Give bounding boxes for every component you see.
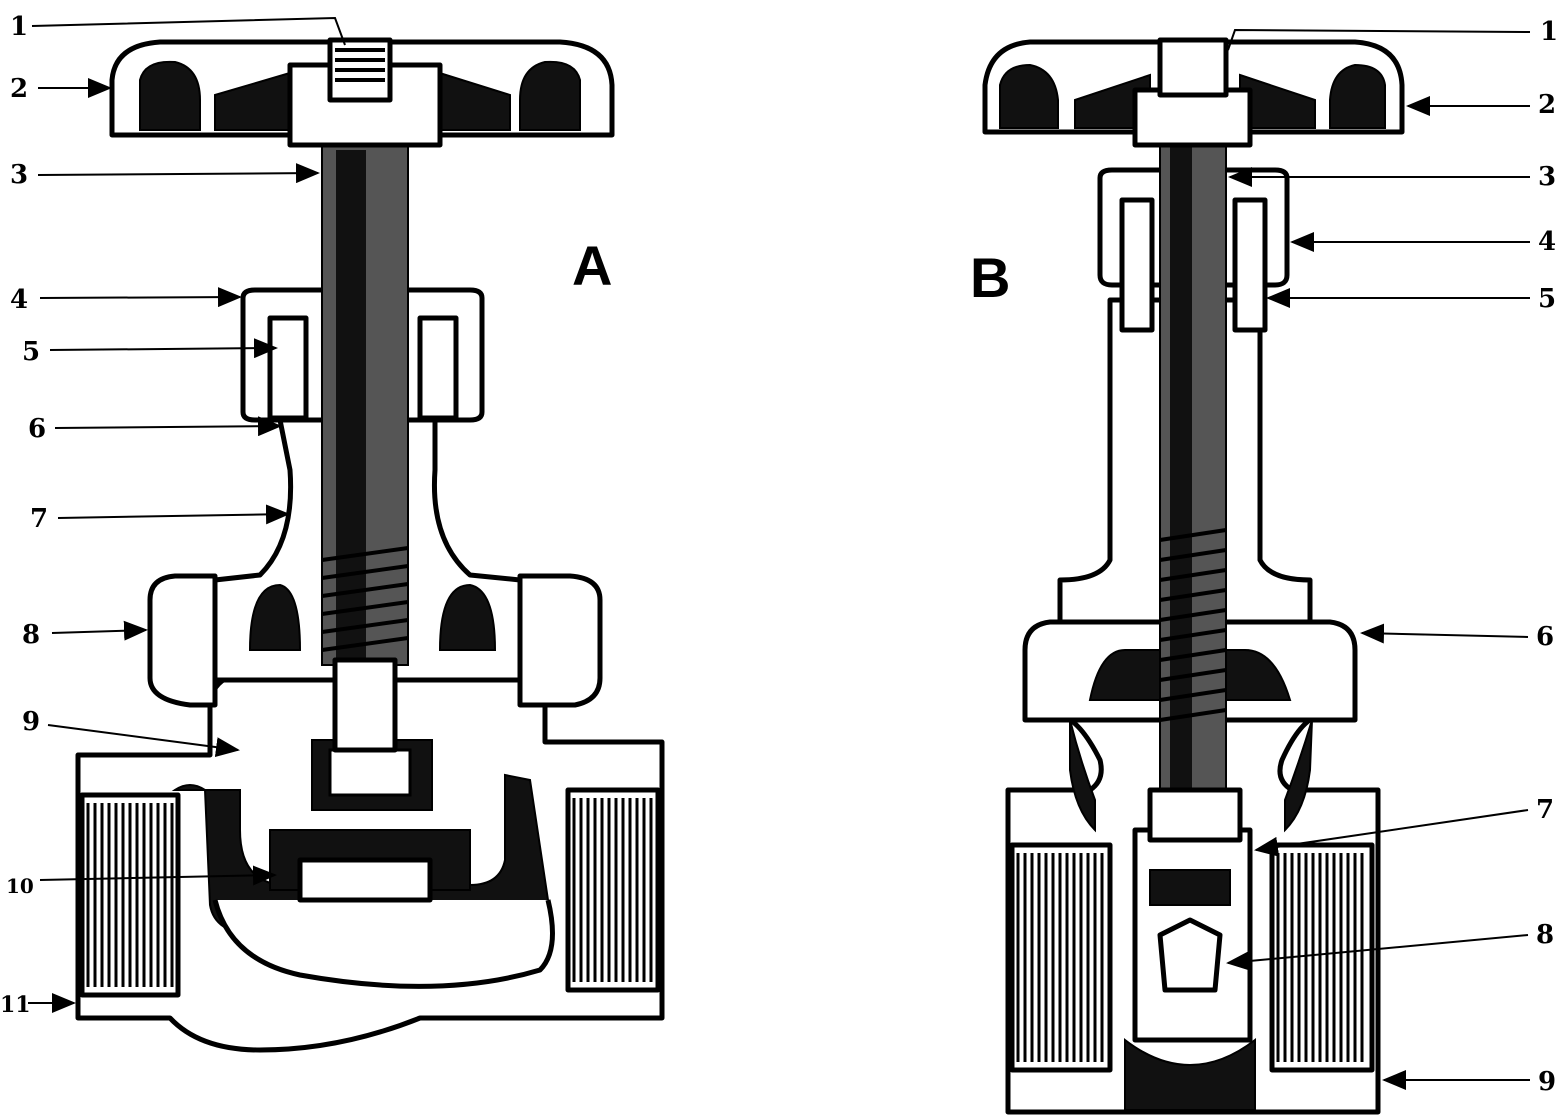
valve-b-callouts: 1 2 3 4 5 6 7 8 9	[1226, 17, 1558, 1097]
callout-a-11: 11	[0, 992, 31, 1018]
valve-a-handwheel	[109, 37, 615, 148]
callout-a-7: 7	[30, 504, 48, 534]
callout-b-9: 9	[1538, 1067, 1556, 1097]
callout-b-3: 3	[1538, 162, 1556, 192]
callout-b-1: 1	[1540, 17, 1558, 47]
valve-a-union-nut	[147, 573, 218, 708]
callout-a-1: 1	[10, 12, 28, 42]
valve-a-stem-threads	[321, 546, 409, 652]
callout-b-8: 8	[1536, 920, 1554, 950]
callout-b-4: 4	[1538, 227, 1556, 257]
gate-valve-b: B 1 2 3 4 5 6 7 8 9	[970, 17, 1558, 1115]
callout-b-5: 5	[1538, 284, 1556, 314]
callout-b-7: 7	[1536, 795, 1554, 825]
callout-a-4: 4	[10, 285, 28, 315]
callout-a-10: 10	[6, 874, 34, 898]
pipe-thread-lines	[86, 798, 1364, 1062]
callout-a-9: 9	[22, 707, 40, 737]
valve-a-callouts: 1 2 3 4 5 6 7 8 9 10 11	[0, 12, 346, 1018]
callout-a-2: 2	[10, 74, 28, 104]
globe-valve-a: A 1 2 3 4 5 6 7 8 9 10 11	[0, 12, 665, 1053]
callout-a-5: 5	[22, 337, 40, 367]
panel-label-a: A	[572, 234, 612, 297]
callout-a-3: 3	[10, 160, 28, 190]
valve-b-stem	[1159, 139, 1227, 801]
callout-a-8: 8	[22, 620, 40, 650]
valve-b-handwheel	[982, 37, 1405, 148]
callout-a-6: 6	[28, 414, 46, 444]
callout-b-6: 6	[1536, 622, 1554, 652]
valve-b-stem-threads	[1159, 528, 1227, 722]
callout-b-2: 2	[1538, 90, 1556, 120]
panel-label-b: B	[970, 246, 1010, 309]
